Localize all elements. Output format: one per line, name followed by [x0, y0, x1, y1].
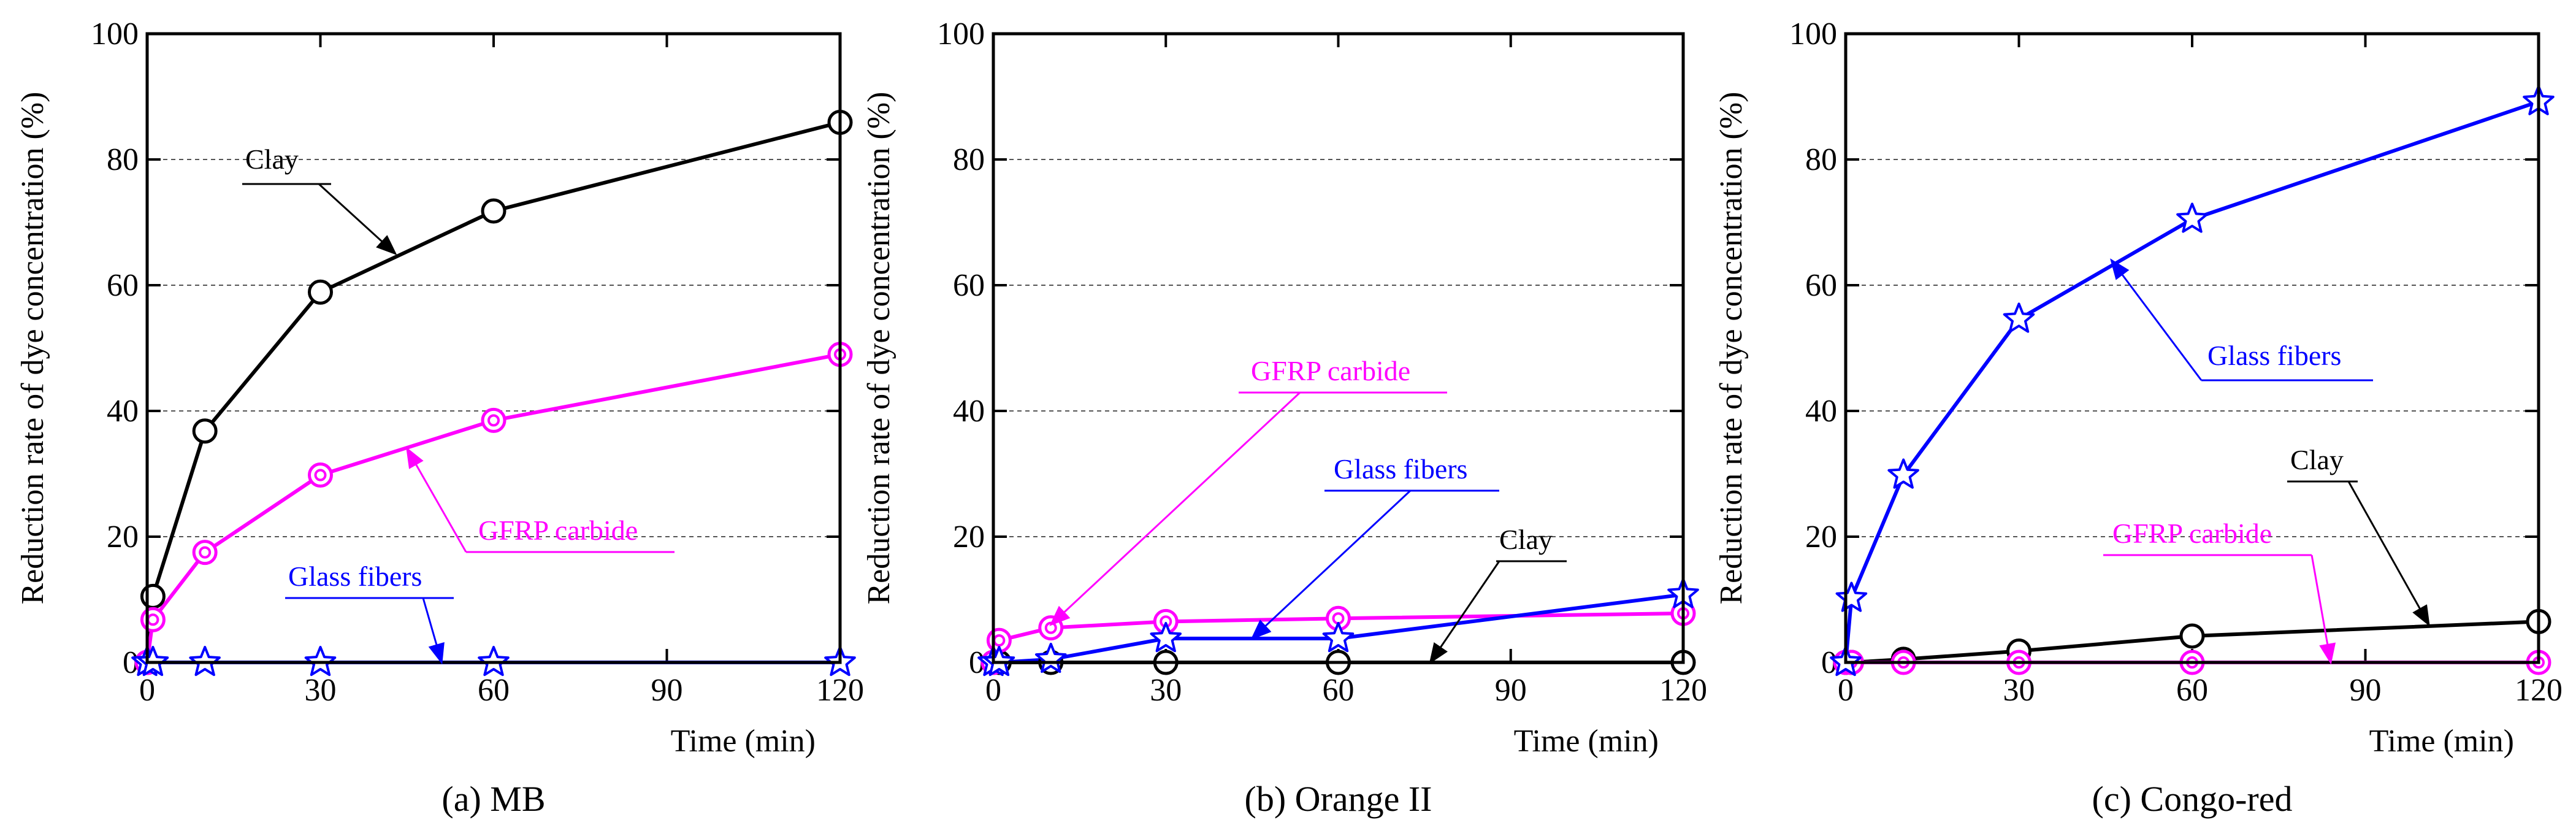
data-point-clay: [481, 198, 506, 224]
series-line-glass-fibers: [1844, 99, 2539, 663]
y-tick-label: 40: [107, 394, 139, 429]
data-point-clay: [140, 583, 166, 609]
y-axis-label: Reduction rate of dye concentration (%): [1714, 92, 1749, 605]
annotation-arrow: [1429, 561, 1500, 664]
plot-frame: [145, 32, 842, 664]
annotation-gfrp-carbide: GFRP carbide: [1251, 355, 1410, 386]
data-point-glass-fibers: [2176, 202, 2208, 233]
data-point-glass-fibers: [1150, 622, 1182, 653]
series-line-gfrp-carbide: [145, 352, 841, 663]
y-tick-label: 100: [937, 17, 985, 52]
y-tick-label: 20: [107, 520, 139, 554]
annotation-glass-fibers: Glass fibers: [288, 561, 422, 592]
y-tick-label: 60: [1805, 268, 1837, 303]
y-tick-label: 40: [953, 394, 985, 429]
x-tick-label: 30: [1150, 673, 1182, 708]
y-tick-label: 20: [1805, 520, 1837, 554]
data-point-gfrp-carbide: [192, 540, 218, 566]
annotation-arrow: [422, 597, 445, 665]
x-axis-label: Time (min): [671, 724, 816, 759]
data-point-clay: [2179, 623, 2205, 649]
x-tick-label: 60: [2176, 673, 2208, 708]
annotation-glass-fibers: Glass fibers: [1334, 453, 1467, 485]
data-point-glass-fibers: [1835, 581, 1868, 612]
y-axis-label: Reduction rate of dye concentration (%): [862, 92, 896, 605]
plot-frame: [1844, 32, 2540, 664]
x-tick-label: 0: [985, 673, 1001, 708]
x-tick-label: 60: [478, 673, 510, 708]
data-point-clay: [308, 279, 333, 305]
annotation-clay: Clay: [245, 144, 299, 175]
data-point-glass-fibers: [1035, 642, 1067, 673]
x-tick-label: 90: [1495, 673, 1527, 708]
data-point-glass-fibers: [1322, 622, 1355, 653]
x-tick-label: 120: [816, 673, 864, 708]
x-tick-label: 0: [1838, 673, 1854, 708]
annotation-arrow: [1049, 391, 1301, 626]
chart-caption: (b) Orange II: [1245, 779, 1432, 819]
y-tick-label: 80: [1805, 142, 1837, 177]
y-tick-label: 20: [953, 520, 985, 554]
annotation-gfrp-carbide: GFRP carbide: [478, 515, 638, 546]
annotation-arrow: [406, 447, 467, 553]
annotation-arrow: [2110, 258, 2203, 381]
annotation-arrow: [318, 183, 397, 256]
annotation-clay: Clay: [1499, 524, 1553, 555]
y-axis-label: Reduction rate of dye concentration (%): [15, 92, 50, 605]
x-tick-label: 90: [2350, 673, 2382, 708]
annotation-clay: Clay: [2290, 444, 2344, 475]
data-point-gfrp-carbide: [308, 462, 333, 488]
data-point-gfrp-carbide: [481, 407, 506, 433]
x-tick-label: 120: [1659, 673, 1707, 708]
data-point-glass-fibers: [2003, 302, 2035, 333]
x-axis-label: Time (min): [1514, 724, 1659, 759]
chart-caption: (a) MB: [441, 779, 545, 819]
y-tick-label: 60: [953, 268, 985, 303]
chart-caption: (c) Congo-red: [2092, 779, 2293, 819]
y-tick-label: 80: [953, 142, 985, 177]
annotation-gfrp-carbide: GFRP carbide: [2112, 518, 2272, 549]
annotation-arrow: [2347, 481, 2430, 627]
data-point-clay: [192, 418, 218, 444]
annotation-arrow: [2310, 554, 2336, 665]
x-tick-label: 30: [2003, 673, 2035, 708]
data-point-gfrp-carbide: [140, 607, 166, 632]
plot-frame: [992, 32, 1685, 664]
data-point-glass-fibers: [1887, 458, 1919, 489]
x-tick-label: 60: [1323, 673, 1355, 708]
x-axis-label: Time (min): [2369, 724, 2514, 759]
x-tick-label: 90: [651, 673, 683, 708]
y-tick-label: 100: [1789, 17, 1837, 52]
annotation-arrow: [1250, 489, 1412, 640]
y-tick-label: 100: [91, 17, 139, 52]
x-tick-label: 120: [2515, 673, 2563, 708]
y-tick-label: 60: [107, 268, 139, 303]
x-tick-label: 30: [305, 673, 337, 708]
annotation-glass-fibers: Glass fibers: [2207, 340, 2341, 371]
y-tick-label: 40: [1805, 394, 1837, 429]
y-tick-label: 80: [107, 142, 139, 177]
x-tick-label: 0: [139, 673, 155, 708]
data-point-gfrp-carbide: [1038, 615, 1064, 641]
